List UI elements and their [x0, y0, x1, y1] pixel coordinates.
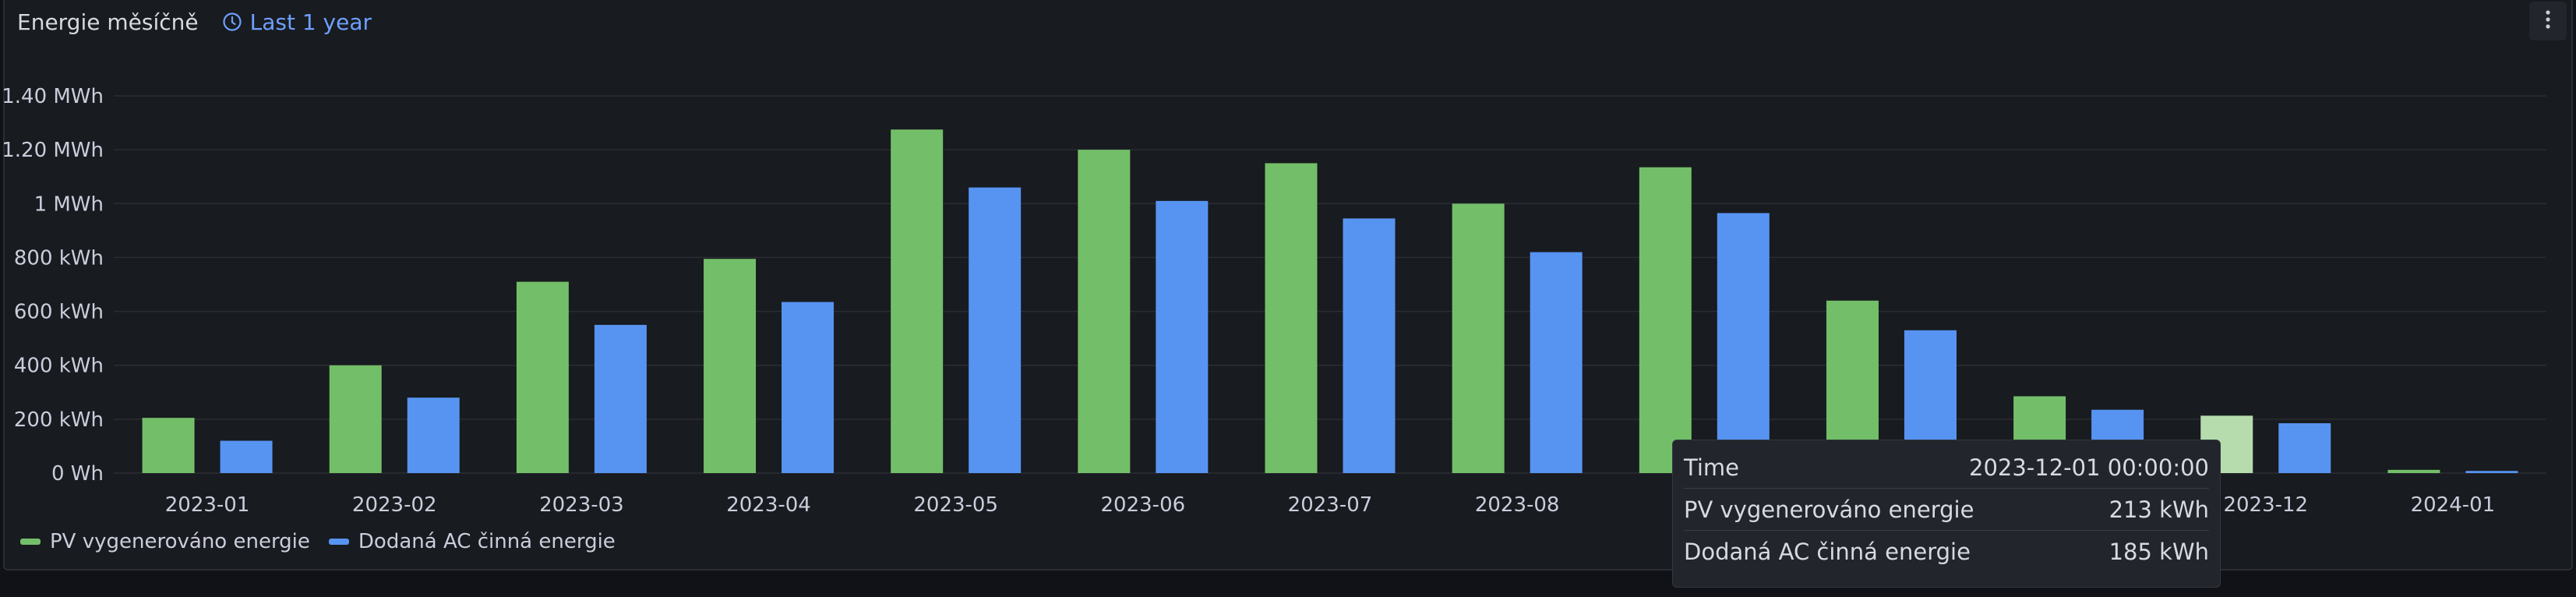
y-tick-label: 1.20 MWh — [2, 139, 104, 162]
x-tick-label: 2023-07 — [1288, 493, 1373, 517]
bar-ac-2023-05 — [969, 187, 1022, 474]
bar-pv-2023-06 — [1078, 150, 1131, 473]
legend-label-ac: Dodaná AC činná energie — [358, 530, 616, 553]
bar-pv-2023-01 — [142, 418, 195, 473]
legend-item-ac[interactable]: Dodaná AC činná energie — [328, 530, 616, 553]
bar-ac-2023-12 — [2278, 423, 2331, 473]
clock-icon — [222, 12, 242, 32]
bar-pv-2023-08 — [1452, 203, 1505, 473]
chart-legend: PV vygenerováno energie Dodaná AC činná … — [20, 530, 616, 553]
tooltip-time-label: Time — [1684, 454, 1739, 481]
x-tick-label: 2023-03 — [539, 493, 624, 517]
tooltip-pv-value: 213 kWh — [2108, 496, 2209, 523]
bar-pv-2024-01 — [2387, 469, 2440, 473]
y-tick-label: 1.40 MWh — [2, 85, 104, 108]
panel-title: Energie měsíčně — [17, 9, 199, 35]
x-tick-label: 2023-02 — [352, 493, 437, 517]
bar-ac-2023-09 — [1717, 213, 1770, 473]
bar-ac-2024-01 — [2465, 471, 2518, 473]
x-tick-label: 2023-08 — [1475, 493, 1560, 517]
tooltip-pv-label: PV vygenerováno energie — [1684, 496, 1974, 523]
tooltip-row-ac: Dodaná AC činná energie 185 kWh — [1684, 531, 2209, 572]
y-tick-label: 400 kWh — [14, 355, 104, 378]
bar-ac-2023-07 — [1343, 218, 1396, 473]
legend-swatch-pv — [20, 539, 41, 545]
x-tick-label: 2023-01 — [165, 493, 250, 517]
tooltip-time-row: Time 2023-12-01 00:00:00 — [1684, 447, 2209, 489]
x-tick-label: 2024-01 — [2411, 493, 2496, 517]
y-tick-label: 0 Wh — [51, 462, 104, 486]
bar-pv-2023-09 — [1639, 167, 1692, 473]
x-tick-label: 2023-12 — [2223, 493, 2308, 517]
tooltip-ac-value: 185 kWh — [2108, 538, 2209, 565]
bar-pv-2023-02 — [329, 365, 382, 473]
bar-ac-2023-03 — [594, 324, 647, 473]
bar-ac-2023-01 — [220, 440, 273, 473]
tooltip-ac-label: Dodaná AC činná energie — [1684, 538, 1971, 565]
y-tick-label: 600 kWh — [14, 301, 104, 324]
y-tick-label: 1 MWh — [34, 193, 104, 216]
y-tick-label: 800 kWh — [14, 246, 104, 270]
time-range-info[interactable]: Last 1 year — [222, 9, 372, 35]
x-tick-label: 2023-05 — [913, 493, 998, 517]
panel-header: Energie měsíčně Last 1 year — [17, 5, 372, 39]
legend-swatch-ac — [328, 539, 349, 545]
legend-label-pv: PV vygenerováno energie — [50, 530, 310, 553]
bar-ac-2023-08 — [1530, 252, 1583, 473]
bar-pv-2023-05 — [891, 129, 944, 473]
tooltip-time-value: 2023-12-01 00:00:00 — [1969, 454, 2209, 481]
tooltip-row-pv: PV vygenerováno energie 213 kWh — [1684, 489, 2209, 531]
bar-ac-2023-06 — [1156, 200, 1209, 473]
time-range-label: Last 1 year — [249, 9, 372, 35]
bar-pv-2023-03 — [516, 281, 569, 473]
legend-item-pv[interactable]: PV vygenerováno energie — [20, 530, 310, 553]
kebab-menu-icon — [2545, 9, 2551, 33]
panel-menu-button[interactable] — [2529, 2, 2567, 41]
x-tick-label: 2023-04 — [726, 493, 811, 517]
bar-ac-2023-04 — [782, 302, 835, 473]
bar-pv-2023-07 — [1265, 163, 1318, 473]
bar-ac-2023-02 — [407, 397, 460, 473]
bar-pv-2023-04 — [704, 259, 757, 473]
x-tick-label: 2023-06 — [1101, 493, 1186, 517]
hover-tooltip: Time 2023-12-01 00:00:00 PV vygenerováno… — [1672, 440, 2221, 588]
y-tick-label: 200 kWh — [14, 408, 104, 432]
